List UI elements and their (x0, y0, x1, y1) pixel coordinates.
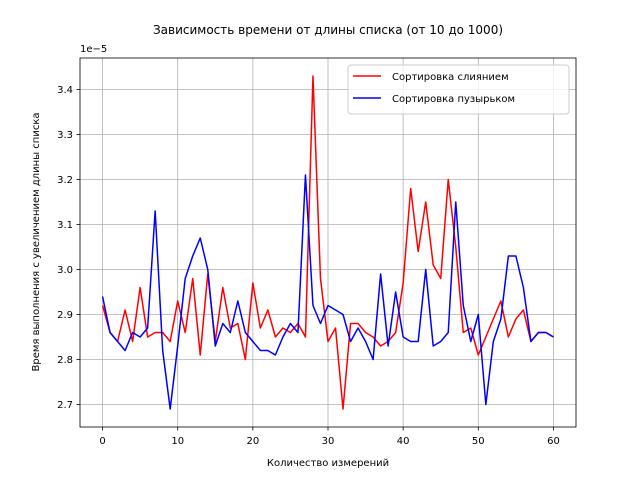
x-tick-label: 60 (547, 436, 560, 447)
x-tick-label: 20 (246, 436, 259, 447)
x-tick-label: 50 (472, 436, 485, 447)
y-tick-label: 3.3 (57, 130, 73, 141)
y-tick-label: 3.0 (57, 265, 73, 276)
grid (80, 58, 576, 427)
x-tick-label: 0 (99, 436, 105, 447)
y-offset-label: 1e−5 (80, 44, 107, 55)
chart-title: Зависимость времени от длины списка (от … (153, 23, 503, 37)
x-tick-label: 10 (171, 436, 184, 447)
legend-label-merge: Сортировка слиянием (392, 72, 509, 83)
legend-label-bubble: Сортировка пузырьком (392, 94, 515, 105)
y-tick-label: 2.7 (57, 400, 73, 411)
y-axis-label: Время выполнения с увеличением длины спи… (31, 113, 42, 372)
legend: Сортировка слиянием Сортировка пузырьком (347, 64, 570, 115)
series-line-merge-sort (101, 75, 554, 410)
x-tick-label: 30 (322, 436, 335, 447)
y-tick-label: 3.1 (57, 220, 73, 231)
series-layer (101, 75, 554, 410)
x-tick-label: 40 (397, 436, 410, 447)
y-tick-label: 2.9 (57, 310, 73, 321)
axes: 0 10 20 30 40 50 60 2.7 2.8 2.9 3.0 3.1 3.2 3.3 3.4 (57, 85, 560, 447)
y-tick-label: 2.8 (57, 355, 73, 366)
y-tick-label: 3.2 (57, 175, 73, 186)
x-axis-label: Количество измерений (267, 458, 389, 469)
legend-box (347, 64, 570, 115)
series-line-bubble-sort (101, 174, 554, 410)
y-tick-label: 3.4 (57, 85, 73, 96)
